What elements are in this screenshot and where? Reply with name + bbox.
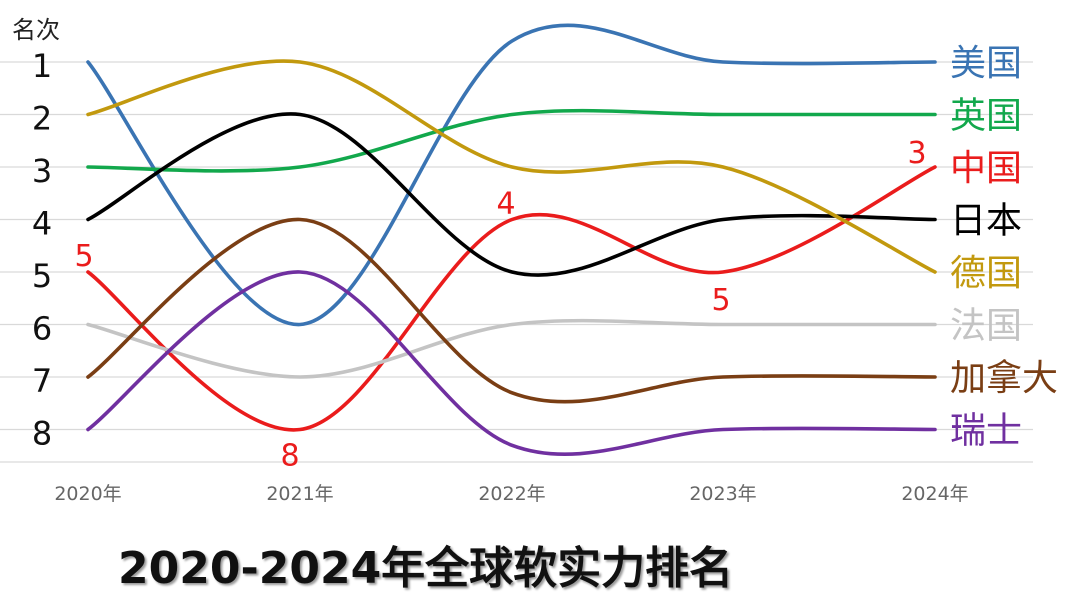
x-axis: 2020年 2021年 2022年 2023年 2024年: [54, 483, 968, 505]
series-line: [86, 165, 937, 432]
series-label: 美国: [950, 43, 1022, 84]
chart-title: 2020-2024年全球软实力排名: [118, 543, 734, 594]
data-label: 3: [907, 136, 926, 171]
data-label: 5: [711, 283, 730, 318]
x-tick-label: 2024年: [901, 483, 968, 505]
y-tick-label: 6: [32, 310, 52, 348]
data-label: 8: [280, 439, 299, 474]
y-tick-label: 2: [32, 100, 52, 138]
y-tick-label: 3: [32, 152, 52, 190]
x-tick-label: 2022年: [478, 483, 545, 505]
y-axis: 名次 1 2 3 4 5 6 7 8: [12, 16, 60, 453]
y-tick-label: 4: [32, 205, 52, 243]
series-label: 加拿大: [950, 358, 1058, 399]
series-line: [86, 23, 937, 327]
series-line: [86, 108, 937, 173]
series-label: 德国: [950, 253, 1022, 294]
x-tick-label: 2020年: [54, 483, 121, 505]
series-lines: [86, 23, 937, 457]
series-line: [86, 112, 937, 277]
series-line: [86, 318, 937, 379]
series-line: [86, 59, 937, 274]
data-label: 5: [74, 239, 93, 274]
series-label: 法国: [950, 306, 1022, 347]
y-tick-label: 7: [32, 362, 52, 400]
y-tick-label: 5: [32, 257, 52, 295]
x-tick-label: 2023年: [689, 483, 756, 505]
data-labels: 5 8 4 5 3: [74, 136, 926, 474]
series-label: 英国: [950, 96, 1022, 137]
y-tick-label: 1: [32, 47, 52, 85]
series-line: [86, 270, 937, 457]
y-axis-label: 名次: [12, 16, 60, 44]
series-line: [86, 217, 937, 404]
data-label: 4: [496, 187, 515, 222]
series-label: 瑞士: [950, 411, 1022, 452]
series-label: 中国: [950, 148, 1022, 189]
y-tick-label: 8: [32, 415, 52, 453]
series-label: 日本: [950, 201, 1022, 242]
x-tick-label: 2021年: [266, 483, 333, 505]
grid-lines: [0, 61, 1033, 463]
